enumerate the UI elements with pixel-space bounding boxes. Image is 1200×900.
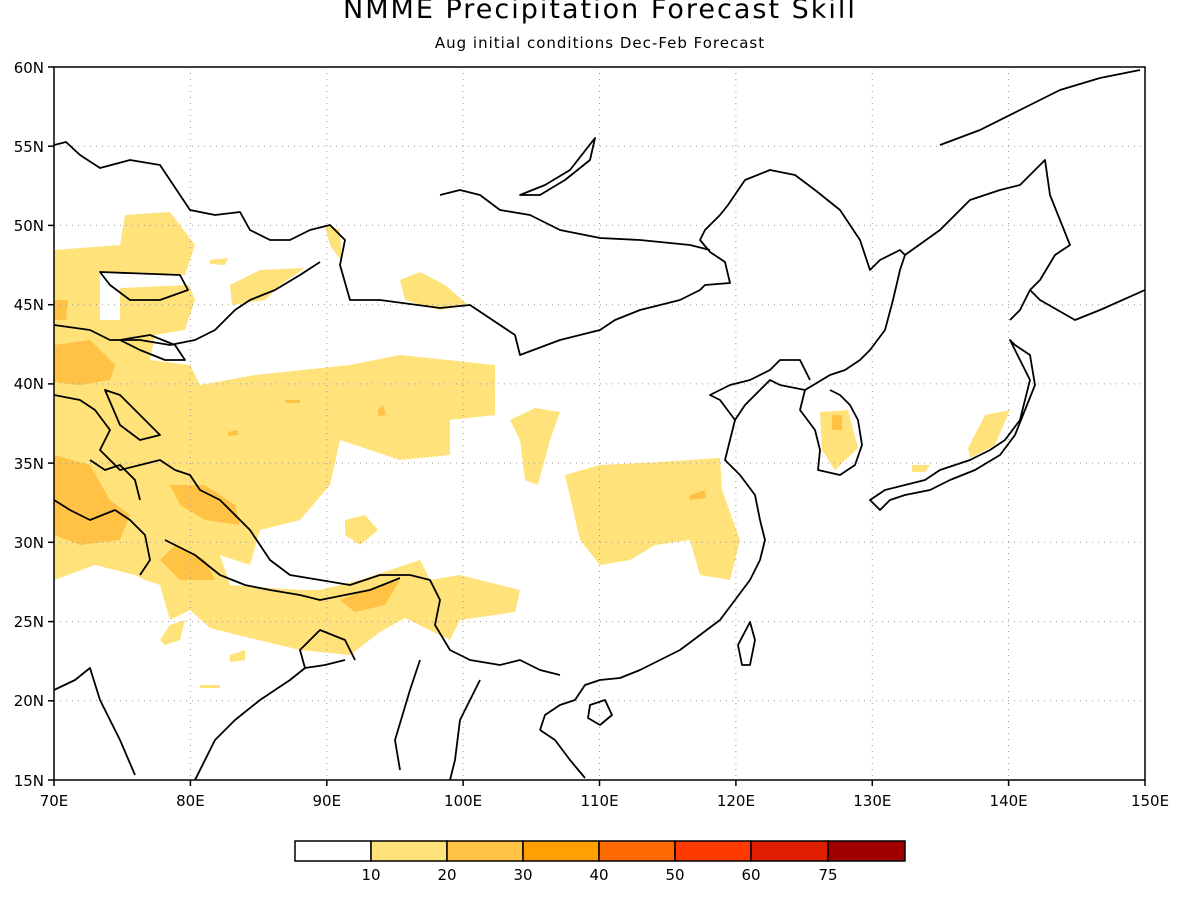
skill-region-assam	[340, 580, 400, 612]
map-grid	[54, 67, 1145, 780]
no-skill-region	[100, 272, 190, 320]
skill-region-small	[378, 405, 386, 416]
lat-tick-label: 20N	[14, 692, 44, 710]
skill-region-japan	[968, 410, 1010, 458]
skill-region-small	[54, 300, 68, 320]
lat-tick-label: 45N	[14, 296, 44, 314]
lon-tick-label: 80E	[176, 792, 205, 810]
lon-tick-label: 120E	[717, 792, 755, 810]
lon-tick-label: 90E	[313, 792, 342, 810]
skill-region-pakistan	[54, 455, 130, 545]
colorbar-label: 10	[361, 866, 380, 884]
map-title: NMME Precipitation Forecast Skill	[343, 0, 857, 25]
skill-region-small	[690, 490, 706, 500]
lat-tick-label: 35N	[14, 455, 44, 473]
coastlines	[54, 69, 1145, 780]
colorbar-swatch	[750, 840, 829, 862]
colorbar-label: 30	[513, 866, 532, 884]
lat-tick-label: 60N	[14, 59, 44, 77]
skill-region-n	[210, 258, 228, 265]
skill-region-mongolia	[400, 272, 468, 310]
colorbar-swatch	[446, 840, 524, 862]
skill-region-japan	[912, 465, 930, 472]
skill-region-west	[54, 212, 520, 655]
colorbar-swatch	[674, 840, 752, 862]
colorbar-label: 20	[437, 866, 456, 884]
lat-tick-label: 55N	[14, 138, 44, 156]
lat-tick-label: 30N	[14, 534, 44, 552]
colorbar-label: 60	[741, 866, 760, 884]
lon-tick-label: 70E	[40, 792, 69, 810]
skill-region-nepal	[160, 545, 215, 580]
lon-tick-label: 150E	[1131, 792, 1169, 810]
map-subtitle: Aug initial conditions Dec-Feb Forecast	[434, 34, 766, 52]
colorbar-label: 75	[818, 866, 837, 884]
skill-region-korea	[820, 410, 858, 470]
lat-tick-label: 50N	[14, 217, 44, 235]
lat-axis-labels: 15N 20N 25N 30N 35N 40N 45N 50N 55N 60N	[14, 59, 44, 790]
colorbar-swatch	[370, 840, 448, 862]
lon-tick-label: 130E	[853, 792, 891, 810]
lon-axis-labels: 70E 80E 90E 100E 110E 120E 130E 140E 150…	[40, 792, 1169, 810]
skill-region-small	[200, 685, 220, 688]
skill-region-small	[285, 400, 300, 403]
skill-region-china	[565, 458, 740, 580]
skill-region-n	[325, 225, 342, 262]
colorbar-label: 50	[665, 866, 684, 884]
lat-tick-label: 25N	[14, 613, 44, 631]
skill-region-korea-s	[832, 415, 842, 430]
colorbar-swatch	[522, 840, 600, 862]
skill-region-india	[160, 620, 185, 645]
skill-region-kazakh-core	[54, 340, 115, 385]
lat-tick-label: 15N	[14, 772, 44, 790]
skill-shading	[54, 212, 1010, 688]
lon-tick-label: 100E	[444, 792, 482, 810]
skill-region-kaz	[230, 268, 305, 305]
skill-region-tibet-w	[170, 485, 240, 525]
lon-tick-label: 110E	[580, 792, 618, 810]
skill-region-ordos	[510, 408, 560, 485]
lon-tick-label: 140E	[990, 792, 1028, 810]
skill-region-small	[230, 650, 245, 662]
colorbar-swatch	[598, 840, 676, 862]
colorbar-swatch	[827, 840, 906, 862]
skill-region-tibet	[345, 515, 378, 545]
colorbar-label: 40	[589, 866, 608, 884]
lat-tick-label: 40N	[14, 375, 44, 393]
colorbar-swatch	[294, 840, 372, 862]
colorbar: 10 20 30 40 50 60 75	[294, 840, 906, 884]
skill-region-small	[228, 430, 238, 436]
